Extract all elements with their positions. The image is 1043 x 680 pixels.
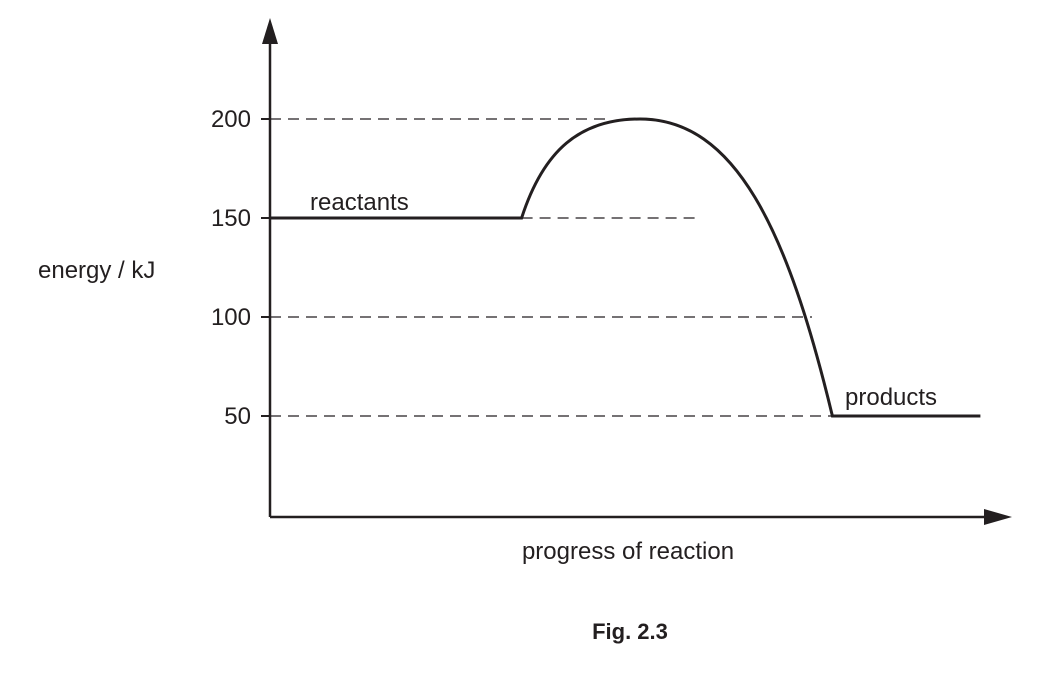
y-ticks: 50 100 150 200	[211, 106, 270, 430]
y-tick-label-50: 50	[224, 403, 251, 430]
y-tick-label-100: 100	[211, 304, 251, 331]
x-axis-label: progress of reaction	[522, 538, 734, 565]
energy-curve	[270, 117, 981, 418]
y-axis-arrow	[262, 18, 278, 44]
x-axis-arrow	[984, 509, 1012, 525]
y-tick-label-200: 200	[211, 106, 251, 133]
figure-caption: Fig. 2.3	[592, 619, 668, 644]
products-label: products	[845, 384, 937, 411]
dashed-reference-lines	[270, 118, 835, 417]
reactants-label: reactants	[310, 189, 409, 216]
y-tick-label-150: 150	[211, 205, 251, 232]
y-axis-label: energy / kJ	[38, 257, 155, 284]
